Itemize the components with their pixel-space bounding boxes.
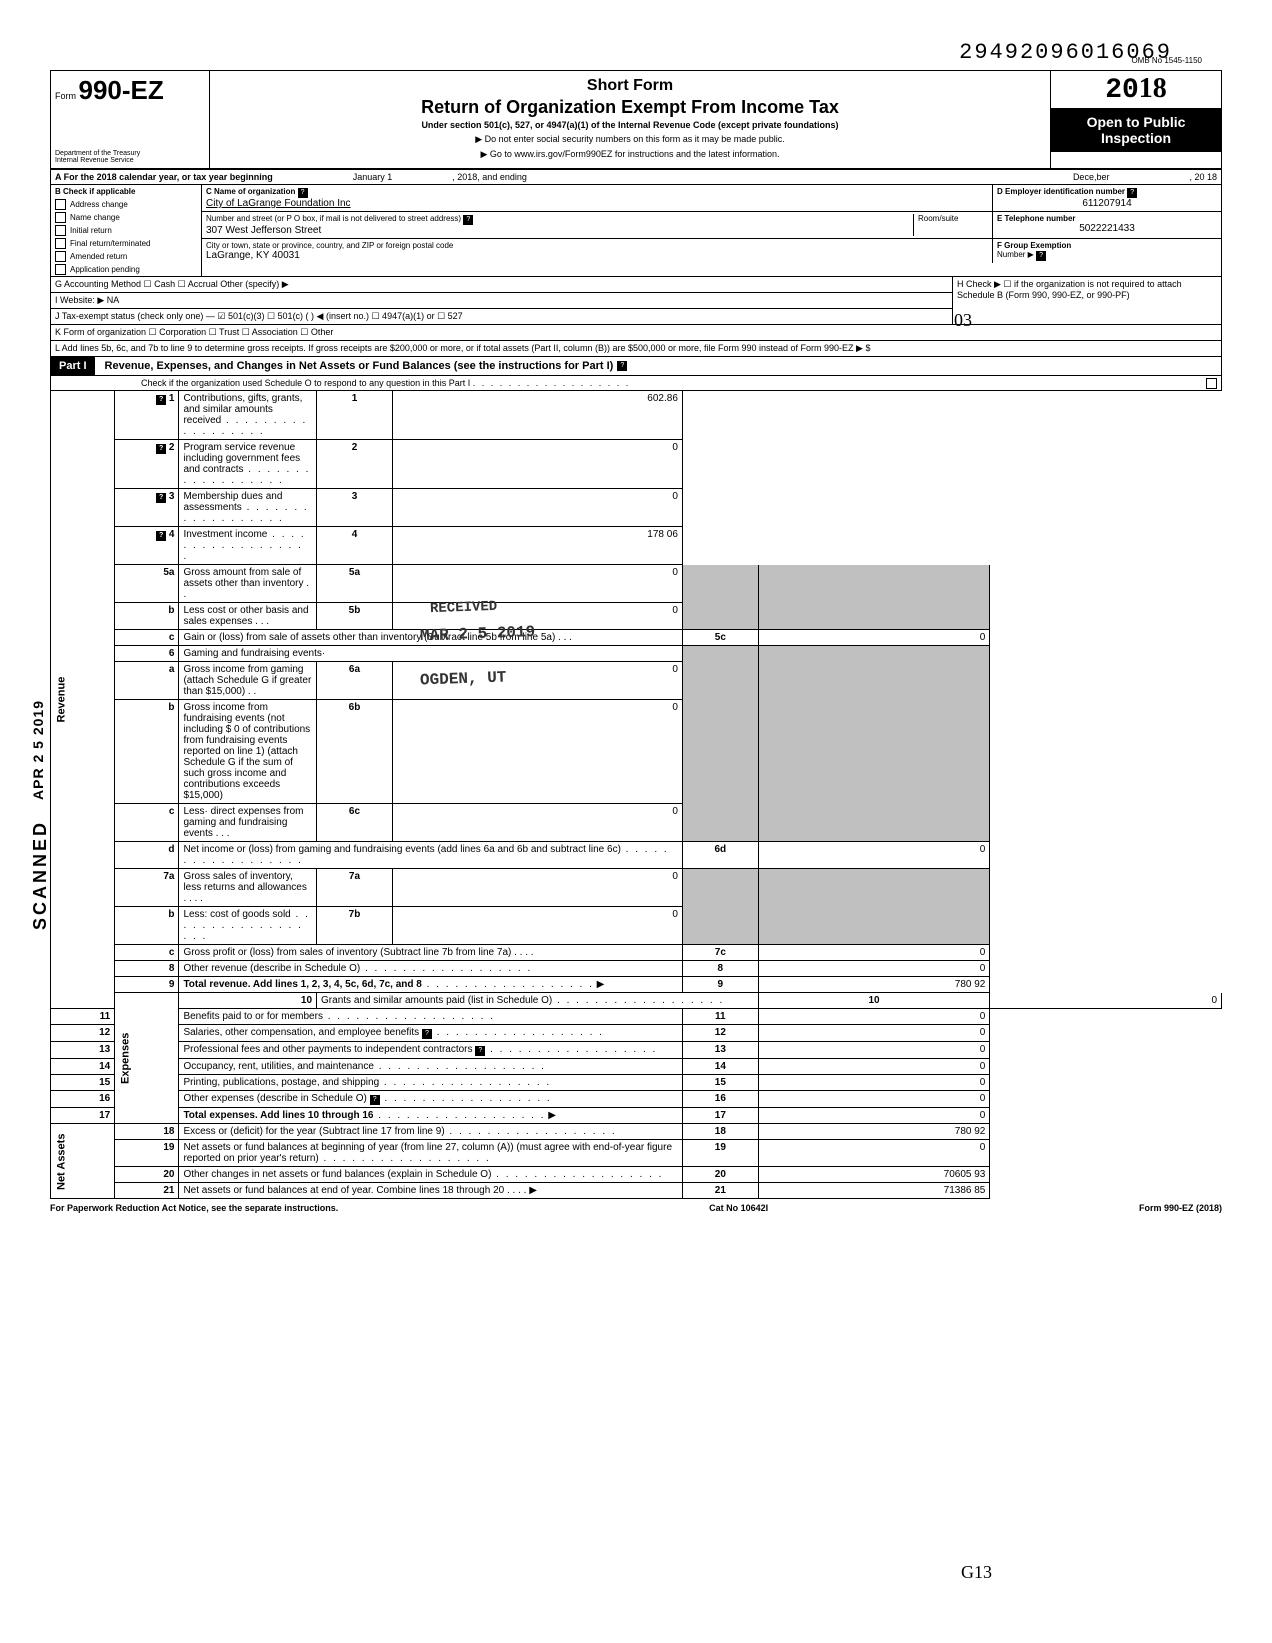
footer-cat-no: Cat No 10642I <box>709 1203 768 1213</box>
tax-year: 20201818 <box>1051 71 1221 108</box>
stamp-received: RECEIVED <box>430 599 498 617</box>
title-main: Return of Organization Exempt From Incom… <box>218 97 1042 118</box>
section-b-checkboxes: B Check if applicable Address change Nam… <box>51 185 202 276</box>
part-1-check-line: Check if the organization used Schedule … <box>141 378 470 388</box>
checkbox-name-change[interactable] <box>55 212 66 223</box>
telephone: 5022221433 <box>997 223 1217 234</box>
line-5c-value: 0 <box>758 630 990 646</box>
checkbox-initial-return[interactable] <box>55 225 66 236</box>
form-number: Form 990-EZ <box>55 75 205 106</box>
handwritten-bottom: G13 <box>961 1562 992 1583</box>
checkbox-schedule-o[interactable] <box>1206 378 1217 389</box>
line-7c-value: 0 <box>758 945 990 961</box>
street-address: 307 West Jefferson Street <box>206 225 913 236</box>
part-1-header: Part I <box>51 357 95 375</box>
checkbox-application-pending[interactable] <box>55 264 66 275</box>
instructions-url: ▶ Go to www.irs.gov/Form990EZ for instru… <box>218 149 1042 160</box>
side-label-net-assets: Net Assets <box>51 1124 115 1199</box>
stamp-ogden: OGDEN, UT <box>420 668 507 689</box>
inspection: Inspection <box>1053 130 1219 146</box>
line-1-value: 602.86 <box>392 391 682 440</box>
stamp-apr-date: APR 2 5 2019 <box>30 700 46 800</box>
ssn-warning: ▶ Do not enter social security numbers o… <box>218 134 1042 145</box>
org-name: City of LaGrange Foundation Inc <box>206 198 988 209</box>
stamp-scanned: SCANNED <box>30 820 51 930</box>
omb-number: OMB No 1545-1150 <box>1131 56 1202 65</box>
row-l-gross-receipts: L Add lines 5b, 6c, and 7b to line 9 to … <box>50 341 1222 357</box>
dept-treasury: Department of the Treasury <box>55 150 205 157</box>
title-subtitle: Under section 501(c), 527, or 4947(a)(1)… <box>218 120 1042 130</box>
title-short-form: Short Form <box>218 77 1042 95</box>
help-icon[interactable]: ? <box>1127 188 1137 198</box>
checkbox-address-change[interactable] <box>55 199 66 210</box>
line-18-value: 780 92 <box>758 1124 990 1140</box>
line-6d-value: 0 <box>758 842 990 869</box>
checkbox-amended[interactable] <box>55 251 66 262</box>
side-label-revenue: Revenue <box>51 391 115 1009</box>
help-icon[interactable]: ? <box>1036 251 1046 261</box>
row-i-website: I Website: ▶ NA <box>51 293 952 308</box>
row-k-form-org: K Form of organization ☐ Corporation ☐ T… <box>50 325 1222 341</box>
help-icon[interactable]: ? <box>298 188 308 198</box>
footer-paperwork: For Paperwork Reduction Act Notice, see … <box>50 1203 338 1213</box>
help-icon[interactable]: ? <box>617 361 627 371</box>
line-3-value: 0 <box>392 489 682 527</box>
row-g-accounting: G Accounting Method ☐ Cash ☐ Accrual Oth… <box>51 277 952 292</box>
open-to-public: Open to Public <box>1053 114 1219 130</box>
line-4-value: 178 06 <box>392 527 682 565</box>
footer-form-ref: Form 990-EZ (2018) <box>1139 1203 1222 1213</box>
line-19-value: 0 <box>758 1140 990 1167</box>
line-20-value: 70605 93 <box>758 1167 990 1183</box>
ein: 611207914 <box>997 198 1217 209</box>
line-2-value: 0 <box>392 440 682 489</box>
checkbox-final-return[interactable] <box>55 238 66 249</box>
revenue-expense-table: Revenue ? 1 Contributions, gifts, grants… <box>50 391 1222 1199</box>
side-label-expenses: Expenses <box>115 993 179 1124</box>
handwritten-room: 03 <box>954 310 972 331</box>
line-9-total-revenue: 780 92 <box>758 977 990 993</box>
row-a-tax-year: A For the 2018 calendar year, or tax yea… <box>50 170 1222 185</box>
form-header: Form 990-EZ Department of the Treasury I… <box>50 70 1222 170</box>
row-j-tax-exempt: J Tax-exempt status (check only one) — ☑… <box>51 309 952 324</box>
part-1-title: Revenue, Expenses, and Changes in Net As… <box>105 360 614 372</box>
dept-irs: Internal Revenue Service <box>55 157 205 164</box>
line-21-value: 71386 85 <box>758 1183 990 1199</box>
line-8-value: 0 <box>758 961 990 977</box>
city-state-zip: LaGrange, KY 40031 <box>206 250 988 261</box>
row-h-schedule-b: H Check ▶ ☐ if the organization is not r… <box>952 277 1221 324</box>
help-icon[interactable]: ? <box>463 215 473 225</box>
